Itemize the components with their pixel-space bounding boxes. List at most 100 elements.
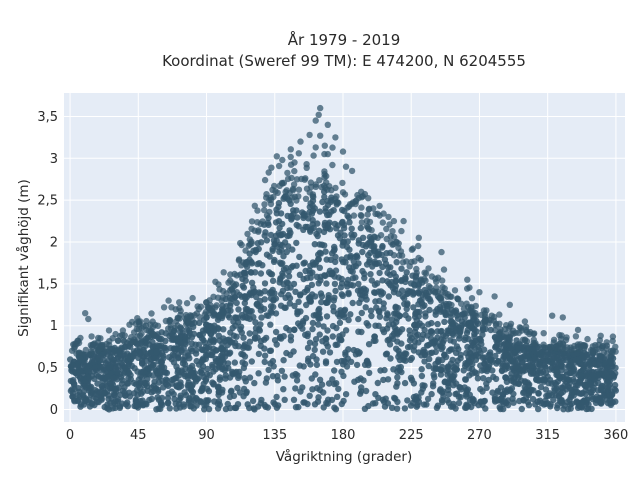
- y-tick-label: 0: [50, 403, 58, 418]
- data-point: [579, 351, 586, 359]
- data-point: [114, 398, 121, 405]
- data-point: [393, 345, 400, 352]
- data-point: [376, 269, 383, 277]
- data-point: [358, 309, 365, 317]
- data-point: [157, 358, 165, 365]
- data-point: [309, 319, 317, 327]
- data-point: [119, 377, 126, 384]
- data-point: [398, 287, 406, 294]
- data-point: [540, 330, 547, 337]
- data-point: [324, 150, 331, 158]
- data-point: [453, 312, 461, 319]
- data-point: [329, 376, 336, 383]
- data-point: [267, 321, 274, 328]
- data-point: [392, 277, 400, 284]
- data-point: [215, 332, 222, 339]
- data-point: [323, 172, 330, 180]
- data-point: [85, 315, 92, 323]
- data-point: [319, 338, 326, 345]
- data-point: [439, 339, 446, 347]
- data-point: [299, 384, 306, 391]
- data-point: [437, 386, 444, 393]
- data-point: [370, 205, 377, 212]
- data-point: [265, 269, 273, 276]
- data-point: [166, 354, 173, 361]
- data-point: [76, 368, 83, 375]
- data-point: [374, 234, 381, 241]
- data-point: [76, 393, 83, 400]
- data-point: [180, 403, 188, 410]
- data-point: [228, 295, 236, 302]
- data-point: [535, 405, 542, 413]
- data-point: [445, 365, 452, 373]
- data-point: [393, 405, 401, 412]
- data-point: [379, 242, 386, 250]
- data-point: [480, 375, 487, 382]
- data-point: [315, 321, 322, 328]
- data-point: [506, 301, 513, 308]
- data-point: [312, 144, 319, 151]
- data-point: [203, 397, 210, 404]
- data-point: [176, 396, 183, 404]
- data-point: [544, 400, 551, 407]
- data-point: [171, 347, 179, 354]
- data-point: [572, 333, 580, 340]
- data-point: [226, 350, 233, 357]
- data-point: [281, 239, 289, 246]
- data-point: [371, 281, 379, 288]
- data-point: [224, 336, 231, 344]
- data-point: [336, 235, 344, 242]
- data-point: [218, 389, 226, 396]
- data-point: [441, 318, 448, 326]
- data-point: [103, 345, 110, 352]
- data-point: [521, 384, 528, 391]
- data-point: [283, 324, 290, 332]
- data-point: [295, 193, 302, 200]
- y-tick-label: 2: [50, 236, 58, 251]
- data-point: [337, 311, 345, 318]
- data-point: [553, 369, 560, 376]
- x-tick-label: 270: [467, 428, 492, 443]
- data-point: [372, 298, 379, 305]
- data-point: [522, 379, 529, 386]
- data-point: [481, 317, 489, 324]
- data-point: [293, 262, 300, 269]
- data-point: [363, 320, 370, 327]
- data-point: [477, 349, 484, 357]
- data-point: [357, 211, 364, 219]
- x-axis-label: Vågriktning (grader): [276, 448, 413, 465]
- data-point: [277, 210, 285, 217]
- data-point: [453, 390, 461, 397]
- data-point: [338, 368, 345, 375]
- data-point: [168, 388, 175, 395]
- data-point: [316, 208, 324, 215]
- data-point: [413, 332, 420, 340]
- data-point: [393, 318, 400, 326]
- data-point: [108, 355, 116, 363]
- data-point: [340, 225, 348, 232]
- data-point: [143, 401, 150, 408]
- data-point: [365, 251, 372, 259]
- data-point: [145, 371, 153, 378]
- data-point: [115, 337, 122, 344]
- data-point: [612, 343, 619, 350]
- data-point: [297, 138, 304, 145]
- data-point: [201, 406, 208, 413]
- data-point: [546, 376, 554, 384]
- data-point: [142, 322, 150, 329]
- data-point: [218, 314, 226, 322]
- data-point: [406, 327, 413, 334]
- data-point: [313, 361, 321, 369]
- data-point: [492, 375, 500, 383]
- data-point: [491, 326, 499, 334]
- data-point: [323, 179, 330, 186]
- data-point: [196, 314, 203, 321]
- data-point: [330, 308, 337, 315]
- data-point: [402, 274, 409, 281]
- y-tick-label: 1: [50, 319, 58, 334]
- data-point: [340, 357, 348, 365]
- data-point: [591, 360, 598, 368]
- data-point: [73, 350, 80, 357]
- data-point: [448, 376, 455, 383]
- data-point: [322, 358, 330, 365]
